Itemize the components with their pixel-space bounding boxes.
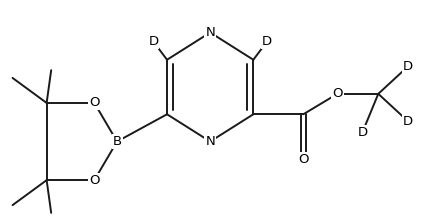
Text: O: O	[332, 87, 342, 100]
Text: N: N	[205, 26, 215, 39]
Text: O: O	[89, 96, 99, 109]
Text: B: B	[112, 135, 122, 148]
Text: O: O	[298, 153, 309, 166]
Text: D: D	[403, 60, 413, 73]
Text: O: O	[89, 174, 99, 187]
Text: D: D	[403, 115, 413, 128]
Text: D: D	[148, 35, 158, 48]
Text: N: N	[205, 135, 215, 148]
Text: D: D	[262, 35, 272, 48]
Text: D: D	[357, 126, 368, 139]
